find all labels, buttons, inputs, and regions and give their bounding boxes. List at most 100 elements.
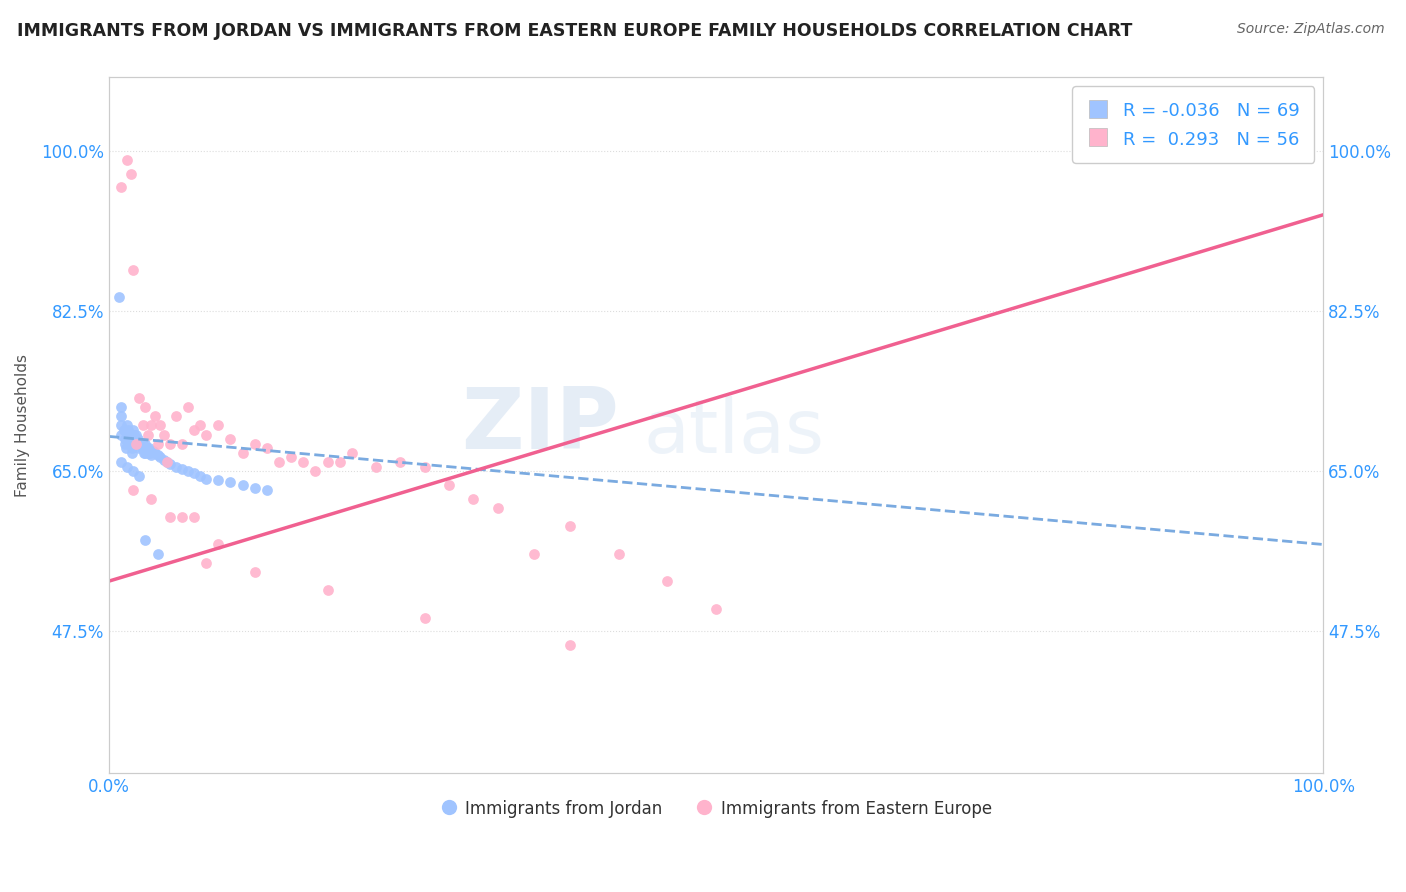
Point — [560, 638, 582, 652]
Point — [304, 464, 326, 478]
Point — [110, 455, 132, 469]
Point — [188, 468, 211, 483]
Point — [195, 427, 218, 442]
Point — [243, 436, 266, 450]
Point — [156, 455, 179, 469]
Point — [156, 455, 179, 469]
Point — [107, 290, 129, 304]
Point — [280, 450, 302, 465]
Point — [340, 446, 363, 460]
Point — [143, 446, 166, 460]
Point — [560, 519, 582, 533]
Point — [124, 427, 146, 442]
Point — [243, 481, 266, 495]
Point — [134, 436, 156, 450]
Point — [159, 457, 181, 471]
Legend: Immigrants from Jordan, Immigrants from Eastern Europe: Immigrants from Jordan, Immigrants from … — [433, 793, 998, 824]
Point — [114, 432, 136, 446]
Point — [121, 446, 143, 460]
Point — [231, 478, 253, 492]
Point — [129, 436, 152, 450]
Point — [117, 432, 139, 446]
Point — [120, 427, 142, 442]
Point — [170, 436, 193, 450]
Point — [120, 436, 142, 450]
Point — [159, 436, 181, 450]
Point — [243, 565, 266, 579]
Point — [110, 400, 132, 414]
Y-axis label: Family Households: Family Households — [15, 354, 30, 497]
Point — [132, 442, 155, 456]
Point — [146, 448, 169, 462]
Point — [141, 491, 163, 506]
Point — [134, 446, 156, 460]
Point — [134, 533, 156, 547]
Text: ZIP: ZIP — [461, 384, 619, 467]
Point — [207, 474, 229, 488]
Point — [125, 436, 148, 450]
Point — [128, 468, 150, 483]
Point — [122, 483, 145, 497]
Point — [149, 418, 172, 433]
Point — [143, 409, 166, 424]
Point — [170, 462, 193, 476]
Point — [125, 432, 148, 446]
Point — [141, 418, 163, 433]
Point — [115, 418, 138, 433]
Point — [486, 500, 509, 515]
Point — [125, 427, 148, 442]
Point — [122, 427, 145, 442]
Point — [704, 601, 727, 615]
Point — [118, 436, 141, 450]
Point — [142, 444, 165, 458]
Point — [149, 450, 172, 465]
Point — [195, 556, 218, 570]
Point — [122, 262, 145, 277]
Point — [127, 432, 149, 446]
Point — [131, 442, 153, 456]
Point — [132, 418, 155, 433]
Point — [231, 446, 253, 460]
Point — [207, 418, 229, 433]
Point — [463, 491, 485, 506]
Point — [316, 455, 339, 469]
Point — [125, 436, 148, 450]
Point — [115, 153, 138, 167]
Text: Source: ZipAtlas.com: Source: ZipAtlas.com — [1237, 22, 1385, 37]
Point — [437, 478, 460, 492]
Point — [115, 459, 138, 474]
Point — [117, 423, 139, 437]
Point — [256, 483, 278, 497]
Point — [657, 574, 679, 588]
Point — [329, 455, 352, 469]
Point — [122, 432, 145, 446]
Point — [134, 442, 156, 456]
Point — [364, 459, 387, 474]
Point — [152, 427, 174, 442]
Point — [523, 547, 546, 561]
Point — [120, 167, 142, 181]
Point — [183, 510, 205, 524]
Point — [122, 464, 145, 478]
Text: IMMIGRANTS FROM JORDAN VS IMMIGRANTS FROM EASTERN EUROPE FAMILY HOUSEHOLDS CORRE: IMMIGRANTS FROM JORDAN VS IMMIGRANTS FRO… — [17, 22, 1132, 40]
Point — [110, 427, 132, 442]
Point — [183, 423, 205, 437]
Point — [195, 471, 218, 485]
Point — [110, 180, 132, 194]
Point — [188, 418, 211, 433]
Point — [138, 442, 160, 456]
Point — [115, 442, 138, 456]
Point — [112, 423, 135, 437]
Point — [146, 547, 169, 561]
Point — [316, 583, 339, 598]
Point — [177, 400, 200, 414]
Point — [124, 432, 146, 446]
Point — [267, 455, 290, 469]
Point — [136, 427, 159, 442]
Point — [134, 446, 156, 460]
Point — [122, 423, 145, 437]
Point — [389, 455, 412, 469]
Point — [128, 436, 150, 450]
Point — [128, 442, 150, 456]
Point — [165, 459, 187, 474]
